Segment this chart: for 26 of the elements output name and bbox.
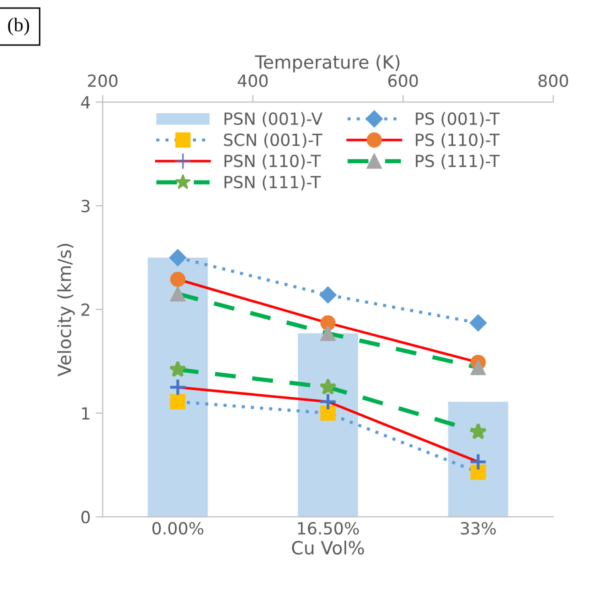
x-axis-title: Cu Vol% [292, 540, 364, 555]
y-tick-label: 3 [82, 200, 90, 212]
x2-tick-label: 200 [88, 74, 118, 88]
legend-label: PS (001)-T [416, 112, 500, 127]
bar [298, 333, 358, 517]
x2-tick-label: 600 [388, 74, 418, 88]
legend-label: PSN (111)-T [224, 175, 321, 190]
y-axis-title: Velocity (km/s) [57, 244, 75, 376]
bar [148, 258, 208, 517]
legend-label: SCN (001)-T [224, 133, 322, 148]
x2-tick-label: 400 [238, 74, 268, 88]
text: (b) [8, 18, 30, 36]
x-tick-label: 16.50% [298, 522, 359, 535]
x-tick-label: 0.00% [152, 522, 204, 535]
y-tick-label: 0 [81, 510, 90, 524]
y-tick-label: 2 [81, 303, 90, 316]
legend-label: PSN (110)-T [224, 154, 321, 170]
x2-tick-label: 800 [538, 74, 568, 88]
legend-label: PSN (001)-V [224, 112, 322, 127]
x-tick-label: 33% [460, 522, 496, 535]
y-tick-label: 1 [82, 407, 90, 420]
x2-axis-title: Temperature (K) [254, 54, 400, 72]
legend-label: PS (111)-T [416, 154, 500, 170]
y-tick-label: 4 [81, 96, 90, 108]
bar [448, 402, 508, 517]
legend-label: PS (110)-T [416, 133, 500, 148]
